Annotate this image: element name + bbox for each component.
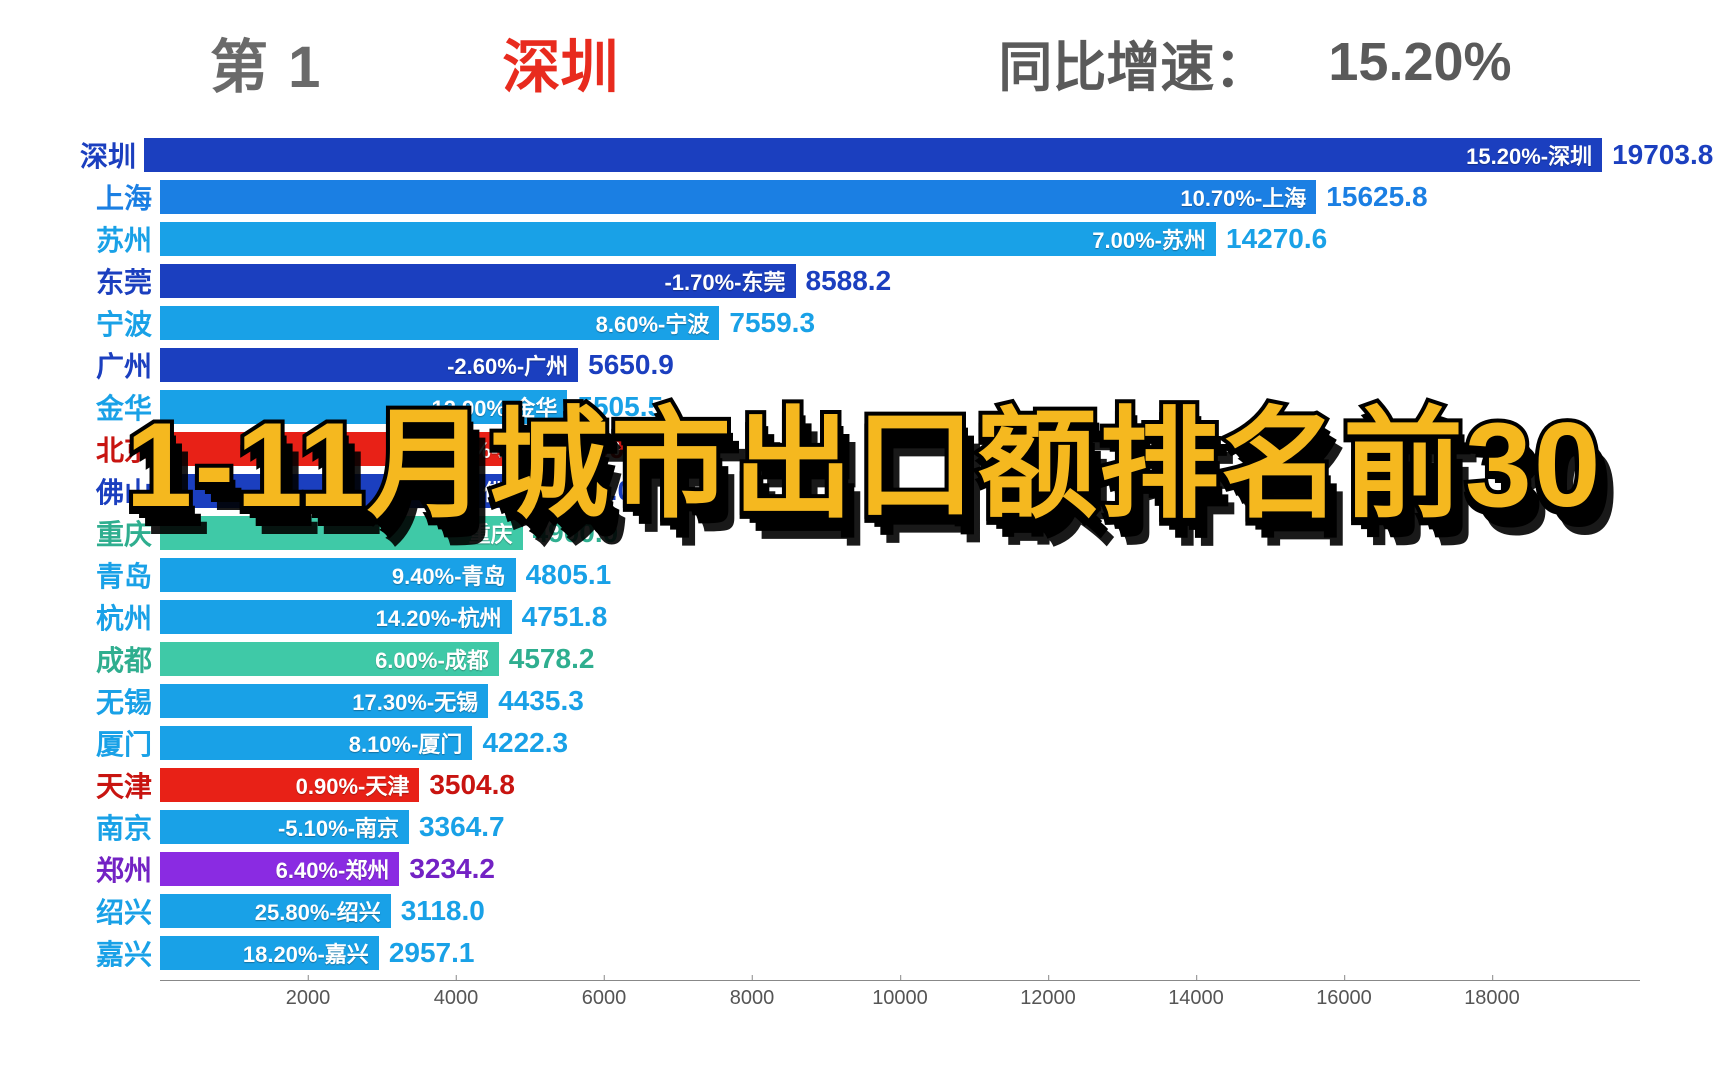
bar-row: 佛山佛山 5100.0 [80,470,1668,512]
city-label: 杭州 [80,597,160,637]
x-tick: 12000 [1020,981,1076,1010]
rank-label: 第 1 [210,20,322,104]
city-label: 广州 [80,345,160,385]
chart-container: 第 1 深圳 同比增速： 15.20% 深圳15.20%-深圳19703.8上海… [60,20,1668,1060]
x-tick: 8000 [730,981,775,1010]
bar: 15.20%-深圳 [144,138,1602,172]
bars-area: 深圳15.20%-深圳19703.8上海10.70%-上海 15625.8 苏州7.… [80,134,1668,974]
bar-value: 4578.2 [509,643,595,675]
city-label: 北京 [80,429,160,469]
bar-row: 金华12.90%-金华 5505.5 [80,386,1668,428]
bar-row: 东莞-1.70%-东莞 8588.2 [80,260,1668,302]
x-tick: 16000 [1316,981,1372,1010]
city-label: 苏州 [80,219,160,259]
city-label: 金华 [80,387,160,427]
bar-value: 5100.0 [547,475,633,507]
bar-value: 4805.1 [526,559,612,591]
bar-value: 5300.0 [562,433,648,465]
bar: 0.30%-北京 [160,432,552,466]
bar-row: 厦门8.10%-厦门 4222.3 [80,722,1668,764]
bar-row: 郑州6.40%-郑州 3234.2 [80,848,1668,890]
bar-row: 重庆重庆 4900.0 [80,512,1668,554]
bar-value: 3364.7 [419,811,505,843]
bar-row: 宁波8.60%-宁波 7559.3 [80,302,1668,344]
bar: 10.70%-上海 [160,180,1316,214]
bar-value: 19703.8 [1612,139,1713,171]
bar: 7.00%-苏州 [160,222,1216,256]
bar-value: 15625.8 [1326,181,1427,213]
chart-header: 第 1 深圳 同比增速： 15.20% [210,20,1668,104]
city-label: 上海 [80,177,160,217]
bar-value: 8588.2 [806,265,892,297]
bar: 佛山 [160,474,537,508]
bar: 17.30%-无锡 [160,684,488,718]
x-tick: 18000 [1464,981,1520,1010]
x-tick: 2000 [286,981,331,1010]
bar-row: 上海10.70%-上海 15625.8 [80,176,1668,218]
bar: 6.00%-成都 [160,642,499,676]
bar-value: 4900.0 [533,517,619,549]
bar: 重庆 [160,516,523,550]
bar-value: 14270.6 [1226,223,1327,255]
bar-row: 广州-2.60%-广州 5650.9 [80,344,1668,386]
bar-row: 无锡17.30%-无锡 4435.3 [80,680,1668,722]
bar-value: 4222.3 [482,727,568,759]
bar: 25.80%-绍兴 [160,894,391,928]
bar: 0.90%-天津 [160,768,419,802]
bar: 8.60%-宁波 [160,306,719,340]
bar-row: 嘉兴18.20%-嘉兴 2957.1 [80,932,1668,974]
bar: -5.10%-南京 [160,810,409,844]
x-tick: 14000 [1168,981,1224,1010]
city-label: 无锡 [80,681,160,721]
bar-row: 青岛9.40%-青岛 4805.1 [80,554,1668,596]
bar-value: 4435.3 [498,685,584,717]
bar-row: 成都6.00%-成都 4578.2 [80,638,1668,680]
bar: 6.40%-郑州 [160,852,399,886]
bar-row: 南京-5.10%-南京 3364.7 [80,806,1668,848]
growth-value: 15.20% [1328,31,1511,93]
city-label: 深圳 [80,135,144,175]
bar-value: 3118.0 [401,895,485,927]
city-label: 郑州 [80,849,160,889]
city-label: 成都 [80,639,160,679]
bar-value: 5650.9 [588,349,674,381]
bar-row: 深圳15.20%-深圳19703.8 [80,134,1668,176]
bar: -2.60%-广州 [160,348,578,382]
bar: 14.20%-杭州 [160,600,512,634]
bar-row: 杭州14.20%-杭州 4751.8 [80,596,1668,638]
growth-label: 同比增速： [998,23,1268,102]
bar: 18.20%-嘉兴 [160,936,379,970]
bar-row: 北京0.30%-北京 5300.0 [80,428,1668,470]
bar-value: 2957.1 [389,937,475,969]
bar: 8.10%-厦门 [160,726,472,760]
bar: 12.90%-金华 [160,390,567,424]
city-label: 宁波 [80,303,160,343]
x-tick: 10000 [872,981,928,1010]
city-label: 南京 [80,807,160,847]
bar-row: 天津0.90%-天津 3504.8 [80,764,1668,806]
bar-row: 苏州7.00%-苏州 14270.6 [80,218,1668,260]
bar-value: 7559.3 [729,307,815,339]
city-label: 青岛 [80,555,160,595]
x-tick: 6000 [582,981,627,1010]
bar: -1.70%-东莞 [160,264,796,298]
city-label: 天津 [80,765,160,805]
bar-value: 5505.5 [577,391,663,423]
bar-value: 3234.2 [409,853,495,885]
bar-value: 4751.8 [522,601,608,633]
city-label: 厦门 [80,723,160,763]
bar-value: 3504.8 [429,769,515,801]
city-label: 绍兴 [80,891,160,931]
bar-row: 绍兴25.80%-绍兴 3118.0 [80,890,1668,932]
city-label: 嘉兴 [80,933,160,973]
x-tick: 4000 [434,981,479,1010]
x-axis: 2000 4000 6000 8000 10000 12000 14000 16000 1800… [160,980,1640,1020]
rank-city: 深圳 [502,20,618,104]
city-label: 佛山 [80,471,160,511]
bar: 9.40%-青岛 [160,558,516,592]
city-label: 重庆 [80,513,160,553]
city-label: 东莞 [80,261,160,301]
